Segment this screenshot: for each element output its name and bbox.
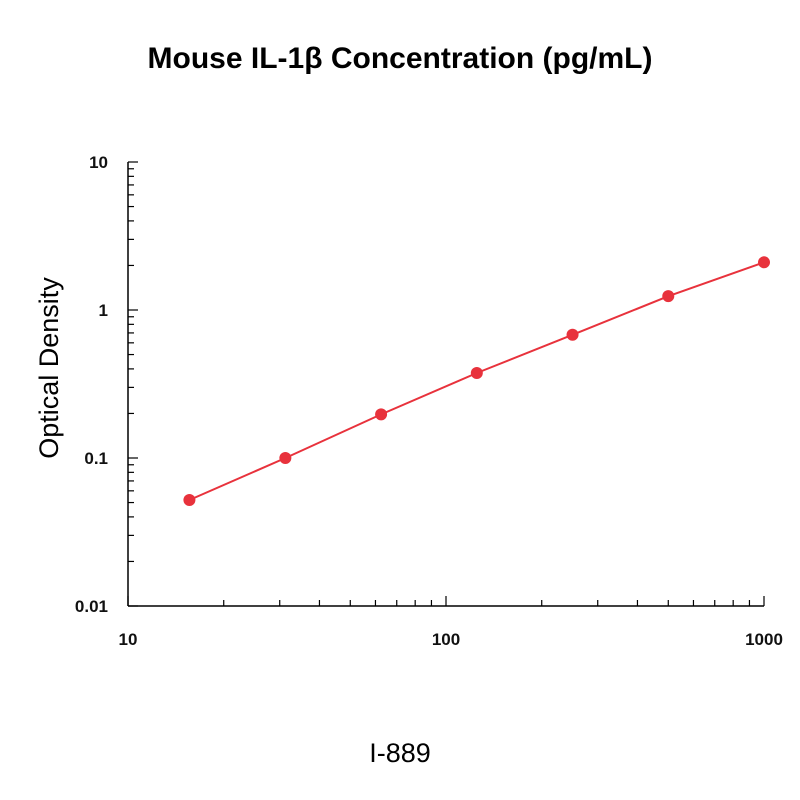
x-tick-label: 10 (119, 630, 138, 649)
y-tick-label: 0.01 (75, 597, 108, 616)
axes: 10 100 1000 0.01 0.1 1 10 (75, 153, 783, 649)
x-tick-label: 100 (432, 630, 460, 649)
data-point (758, 256, 770, 269)
data-point (470, 367, 483, 380)
figure-caption: I-889 (369, 738, 431, 768)
y-tick-label: 10 (89, 153, 108, 172)
data-point (662, 290, 675, 303)
y-tick-label: 0.1 (84, 449, 108, 468)
data-point (566, 328, 579, 341)
y-tick-label: 1 (99, 301, 108, 320)
x-tick-label: 1000 (745, 630, 783, 649)
y-axis-label: Optical Density (34, 277, 64, 459)
data-point (183, 494, 196, 507)
data-point (375, 408, 388, 421)
chart-title: Mouse IL-1β Concentration (pg/mL) (148, 42, 653, 75)
series-layer (183, 256, 770, 507)
data-point (279, 452, 292, 464)
series-line (188, 261, 765, 501)
